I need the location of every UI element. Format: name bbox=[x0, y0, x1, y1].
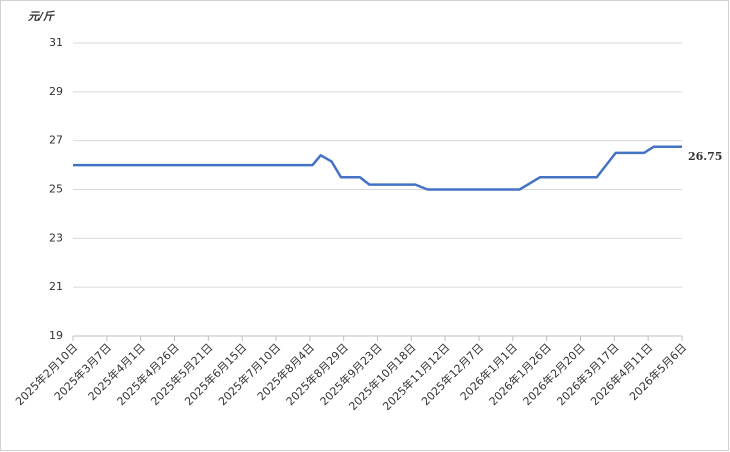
line bbox=[73, 145, 682, 191]
y-tick-label: 27 bbox=[49, 134, 63, 147]
y-tick-label: 19 bbox=[49, 329, 63, 342]
y-tick-label: 23 bbox=[49, 231, 63, 244]
y-tick-label: 25 bbox=[49, 183, 63, 196]
y-tick-label: 29 bbox=[49, 85, 63, 98]
data-label: 26.75 bbox=[688, 150, 722, 163]
y-tick-label: 31 bbox=[49, 36, 63, 49]
y-tick-label: 21 bbox=[49, 280, 63, 293]
y-axis-unit: 元/斤 bbox=[28, 10, 55, 23]
